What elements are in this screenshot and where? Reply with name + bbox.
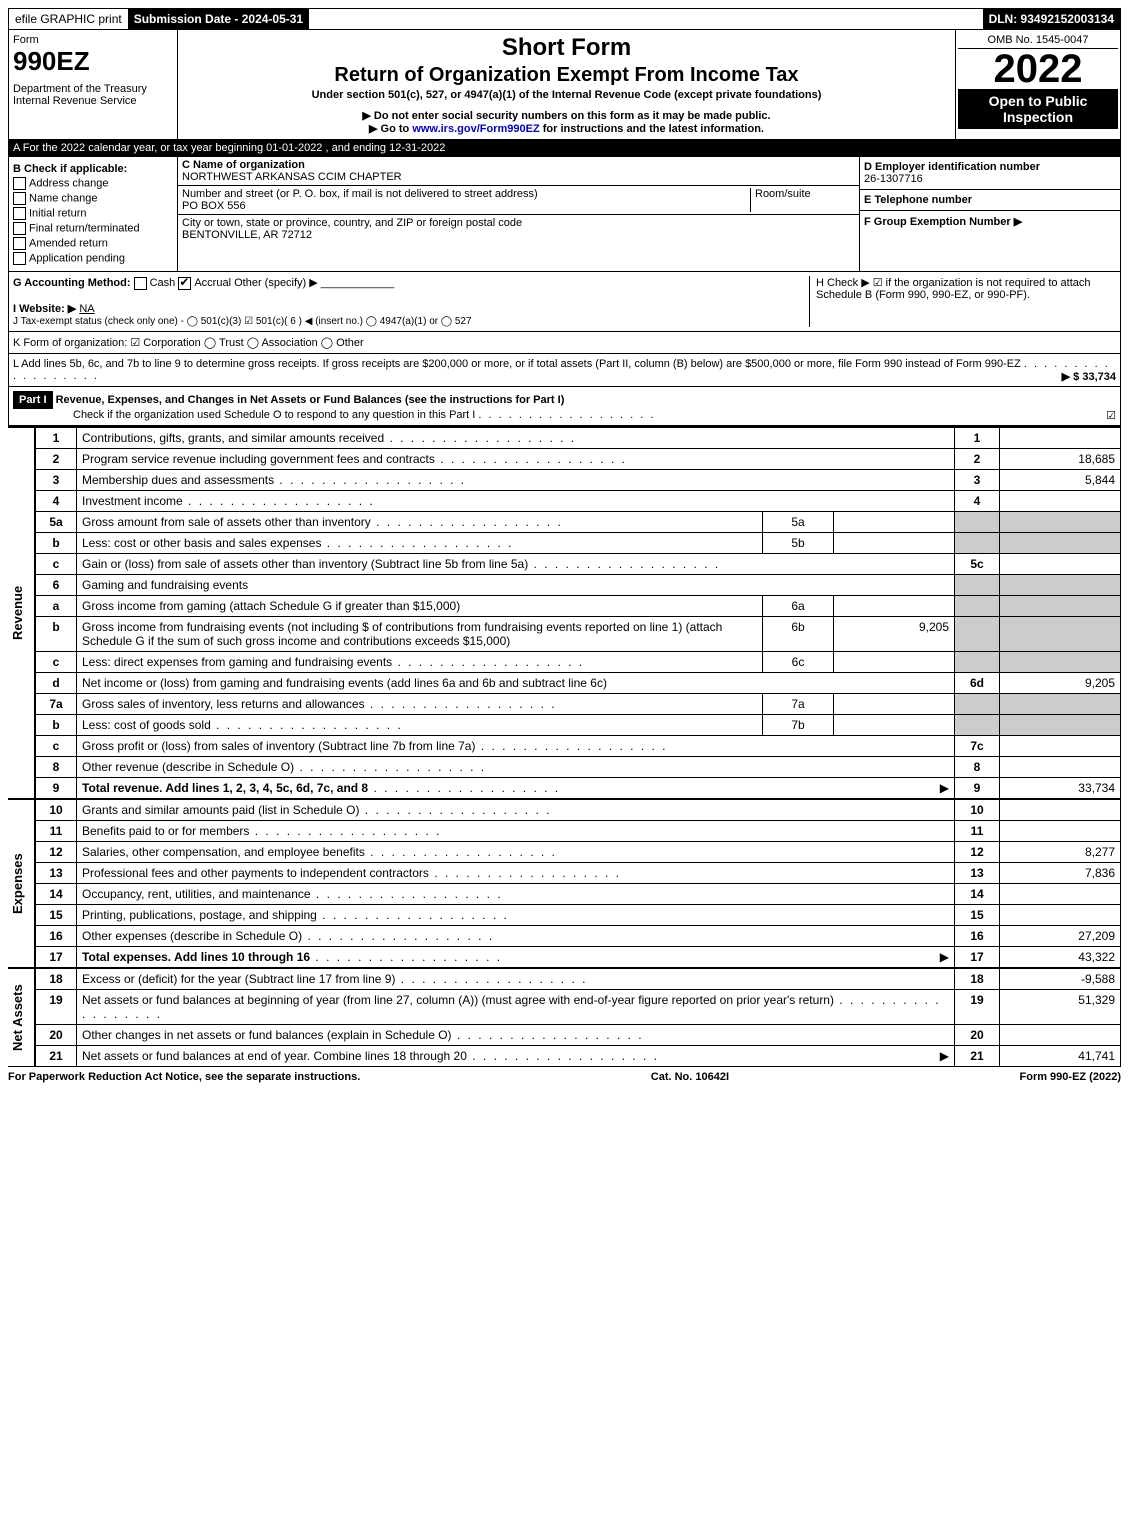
chk-pending[interactable] (13, 252, 26, 265)
ein: 26-1307716 (864, 173, 923, 185)
chk-address-change[interactable] (13, 177, 26, 190)
line-13: 13Professional fees and other payments t… (36, 862, 1121, 883)
part1-header: Part I Revenue, Expenses, and Changes in… (8, 387, 1121, 426)
line-17: 17Total expenses. Add lines 10 through 1… (36, 946, 1121, 967)
ssn-note: ▶ Do not enter social security numbers o… (182, 109, 951, 122)
chk-final-return[interactable] (13, 222, 26, 235)
line-5b: bLess: cost or other basis and sales exp… (36, 532, 1121, 553)
line-20: 20Other changes in net assets or fund ba… (36, 1024, 1121, 1045)
form-header: Form 990EZ Department of the Treasury In… (8, 30, 1121, 140)
chk-name-change[interactable] (13, 192, 26, 205)
line-19: 19Net assets or fund balances at beginni… (36, 989, 1121, 1024)
revenue-section: Revenue 1Contributions, gifts, grants, a… (8, 426, 1121, 799)
line-10: 10Grants and similar amounts paid (list … (36, 799, 1121, 820)
room-suite: Room/suite (750, 188, 855, 212)
line-2: 2Program service revenue including gover… (36, 448, 1121, 469)
line-7b: bLess: cost of goods sold7b (36, 714, 1121, 735)
line-8: 8Other revenue (describe in Schedule O)8 (36, 756, 1121, 777)
section-f: F Group Exemption Number ▶ (860, 211, 1120, 232)
section-d: D Employer identification number 26-1307… (860, 157, 1120, 190)
expenses-vlabel: Expenses (8, 799, 35, 968)
line-j: J Tax-exempt status (check only one) - ◯… (13, 316, 472, 327)
form-number: 990EZ (13, 46, 173, 77)
revenue-vlabel: Revenue (8, 427, 35, 799)
line-k: K Form of organization: ☑ Corporation ◯ … (8, 332, 1121, 354)
line-21: 21Net assets or fund balances at end of … (36, 1045, 1121, 1066)
line-7c: cGross profit or (loss) from sales of in… (36, 735, 1121, 756)
footer-right: Form 990-EZ (2022) (1020, 1071, 1121, 1083)
chk-accrual[interactable] (178, 277, 191, 290)
line-5c: cGain or (loss) from sale of assets othe… (36, 553, 1121, 574)
city-state-zip: BENTONVILLE, AR 72712 (182, 229, 312, 241)
line-6c: cLess: direct expenses from gaming and f… (36, 651, 1121, 672)
title-return: Return of Organization Exempt From Incom… (182, 64, 951, 87)
footer-left: For Paperwork Reduction Act Notice, see … (8, 1071, 360, 1083)
line-5a: 5aGross amount from sale of assets other… (36, 511, 1121, 532)
line-l: L Add lines 5b, 6c, and 7b to line 9 to … (8, 354, 1121, 387)
line-6b: bGross income from fundraising events (n… (36, 616, 1121, 651)
page-footer: For Paperwork Reduction Act Notice, see … (8, 1067, 1121, 1087)
street: PO BOX 556 (182, 200, 246, 212)
line-14: 14Occupancy, rent, utilities, and mainte… (36, 883, 1121, 904)
form-label: Form (13, 34, 173, 46)
line-3: 3Membership dues and assessments35,844 (36, 469, 1121, 490)
irs-link[interactable]: www.irs.gov/Form990EZ (412, 123, 539, 135)
line-18: 18Excess or (deficit) for the year (Subt… (36, 968, 1121, 989)
chk-initial-return[interactable] (13, 207, 26, 220)
line-15: 15Printing, publications, postage, and s… (36, 904, 1121, 925)
dln: DLN: 93492152003134 (983, 9, 1120, 29)
line-16: 16Other expenses (describe in Schedule O… (36, 925, 1121, 946)
website: NA (79, 303, 94, 315)
submission-date: Submission Date - 2024-05-31 (128, 9, 309, 29)
line-7a: 7aGross sales of inventory, less returns… (36, 693, 1121, 714)
chk-cash[interactable] (134, 277, 147, 290)
expenses-section: Expenses 10Grants and similar amounts pa… (8, 799, 1121, 968)
line-i-label: I Website: ▶ (13, 303, 76, 315)
chk-amended[interactable] (13, 237, 26, 250)
line-1: 1Contributions, gifts, grants, and simil… (36, 427, 1121, 448)
open-to-public: Open to Public Inspection (958, 89, 1118, 129)
line-11: 11Benefits paid to or for members11 (36, 820, 1121, 841)
top-bar: efile GRAPHIC print Submission Date - 20… (8, 8, 1121, 30)
tax-year: 2022 (958, 49, 1118, 89)
section-e: E Telephone number (860, 190, 1120, 211)
entity-section: B Check if applicable: Address change Na… (8, 157, 1121, 272)
line-6: 6Gaming and fundraising events (36, 574, 1121, 595)
efile-label: efile GRAPHIC print (9, 9, 128, 29)
line-h: H Check ▶ ☑ if the organization is not r… (809, 276, 1116, 327)
section-b: B Check if applicable: Address change Na… (9, 157, 178, 271)
line-6d: dNet income or (loss) from gaming and fu… (36, 672, 1121, 693)
dept-label: Department of the Treasury Internal Reve… (13, 83, 173, 107)
title-short-form: Short Form (182, 34, 951, 62)
line-a: A For the 2022 calendar year, or tax yea… (8, 140, 1121, 157)
line-12: 12Salaries, other compensation, and empl… (36, 841, 1121, 862)
netassets-section: Net Assets 18Excess or (deficit) for the… (8, 968, 1121, 1067)
subtitle: Under section 501(c), 527, or 4947(a)(1)… (182, 89, 951, 101)
goto-note: ▶ Go to www.irs.gov/Form990EZ for instru… (182, 122, 951, 135)
netassets-vlabel: Net Assets (8, 968, 35, 1067)
line-9: 9Total revenue. Add lines 1, 2, 3, 4, 5c… (36, 777, 1121, 798)
org-name: NORTHWEST ARKANSAS CCIM CHAPTER (182, 171, 402, 183)
line-g-h: G Accounting Method: Cash Accrual Other … (8, 272, 1121, 332)
line-6a: aGross income from gaming (attach Schedu… (36, 595, 1121, 616)
line-4: 4Investment income4 (36, 490, 1121, 511)
footer-mid: Cat. No. 10642I (651, 1071, 729, 1083)
